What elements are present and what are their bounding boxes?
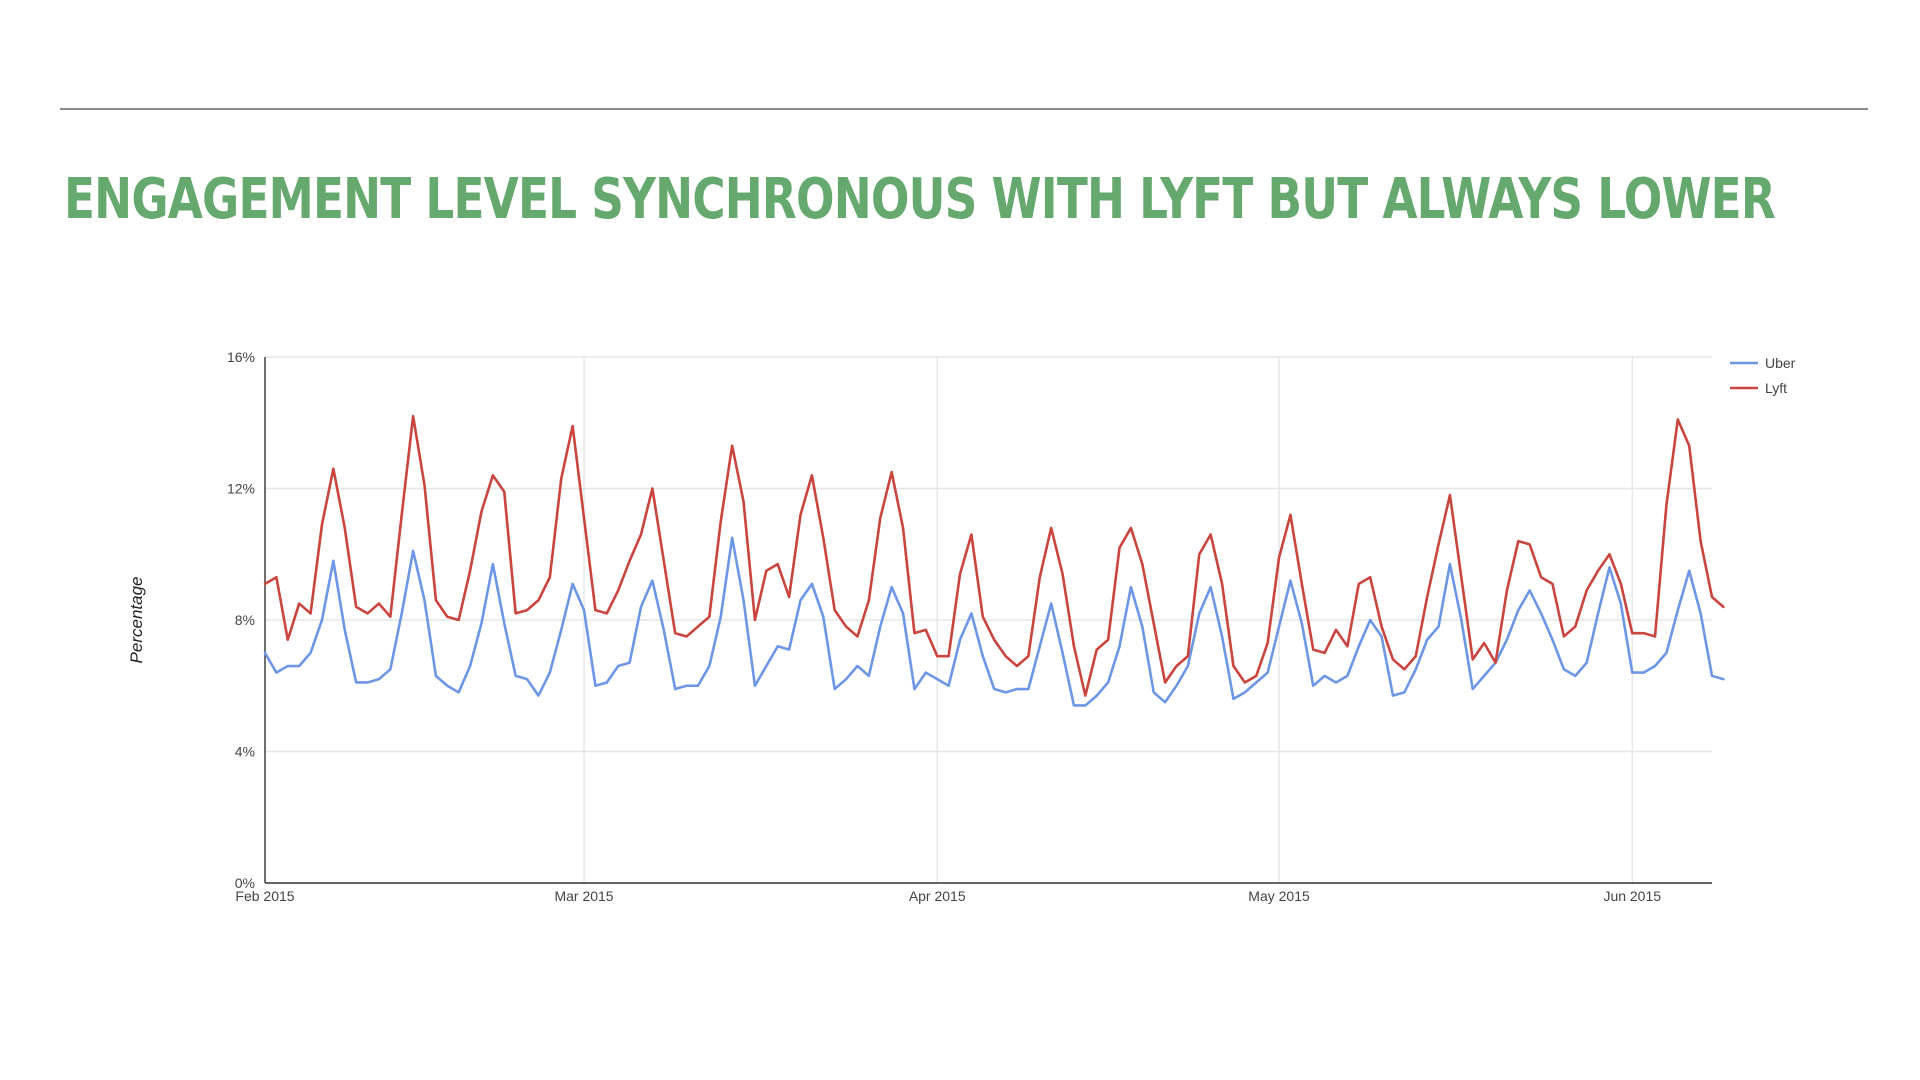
y-tick-label: 12% xyxy=(227,481,255,497)
series-line-uber xyxy=(263,536,1725,707)
line-chart-svg: 0% 4% 8% 12% 16% Feb 2015 Mar 2015 Apr 2015 May… xyxy=(127,349,1796,904)
top-divider xyxy=(60,108,1868,110)
series xyxy=(263,414,1725,707)
axes xyxy=(264,357,1712,884)
y-axis-label: Percentage xyxy=(127,577,146,664)
y-tick-labels: 0% 4% 8% 12% 16% xyxy=(227,349,255,891)
slide-title: ENGAGEMENT LEVEL SYNCHRONOUS WITH LYFT B… xyxy=(64,167,1776,232)
legend-label-uber: Uber xyxy=(1765,355,1796,371)
x-tick-label: Feb 2015 xyxy=(235,888,294,904)
legend: Uber Lyft xyxy=(1730,355,1796,396)
y-tick-label: 4% xyxy=(235,744,255,760)
grid xyxy=(265,356,1712,883)
line-chart: 0% 4% 8% 12% 16% Feb 2015 Mar 2015 Apr 2015 May… xyxy=(110,335,1850,930)
x-tick-label: Apr 2015 xyxy=(909,888,966,904)
series-line-lyft xyxy=(263,414,1725,697)
x-tick-labels: Feb 2015 Mar 2015 Apr 2015 May 2015 Jun 2015 xyxy=(235,888,1661,904)
y-tick-label: 0% xyxy=(235,875,255,891)
x-tick-label: Mar 2015 xyxy=(554,888,613,904)
y-tick-label: 8% xyxy=(235,612,255,628)
y-tick-label: 16% xyxy=(227,349,255,365)
legend-label-lyft: Lyft xyxy=(1765,380,1787,396)
x-tick-label: May 2015 xyxy=(1248,888,1310,904)
x-tick-label: Jun 2015 xyxy=(1603,888,1661,904)
